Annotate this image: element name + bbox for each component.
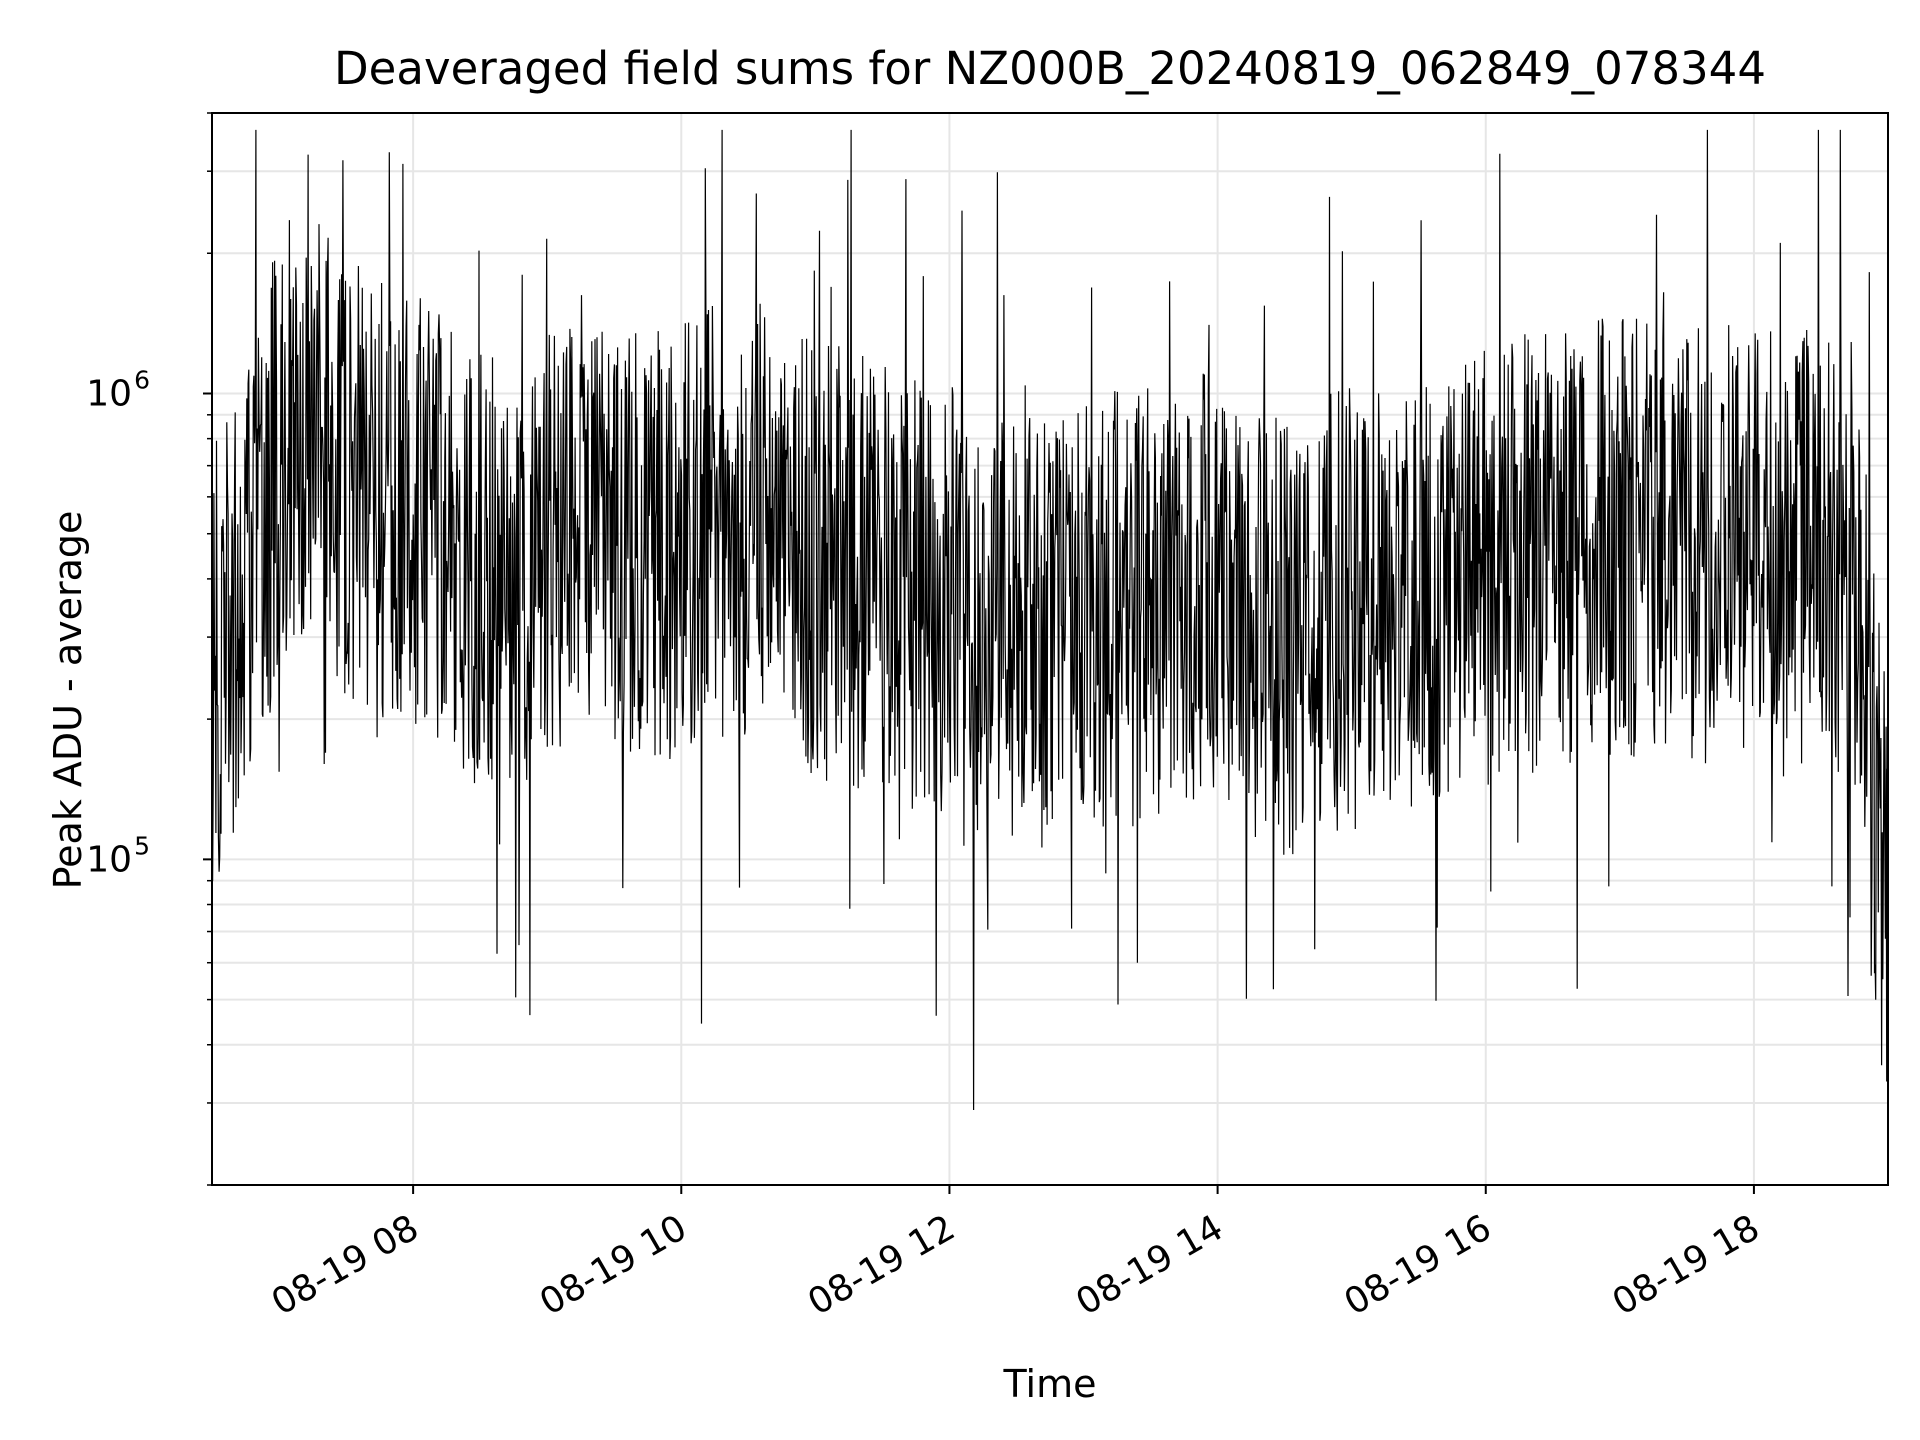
data-series-line — [212, 129, 1888, 1111]
x-tick-label: 08-19 16 — [1338, 1207, 1499, 1323]
x-axis-label: Time — [1003, 1362, 1097, 1406]
x-tick-label: 08-19 10 — [533, 1207, 694, 1323]
chart-title: Deaveraged field sums for NZ000B_2024081… — [334, 42, 1766, 95]
x-tick-label: 08-19 18 — [1606, 1207, 1767, 1323]
plot-frame — [211, 112, 1889, 1186]
y-tick-label: 106 — [86, 365, 150, 414]
x-tick-label: 08-19 12 — [801, 1207, 962, 1323]
x-tick-label: 08-19 14 — [1069, 1207, 1230, 1323]
y-tick-label: 105 — [86, 831, 150, 880]
x-tick-label: 08-19 08 — [265, 1207, 426, 1323]
